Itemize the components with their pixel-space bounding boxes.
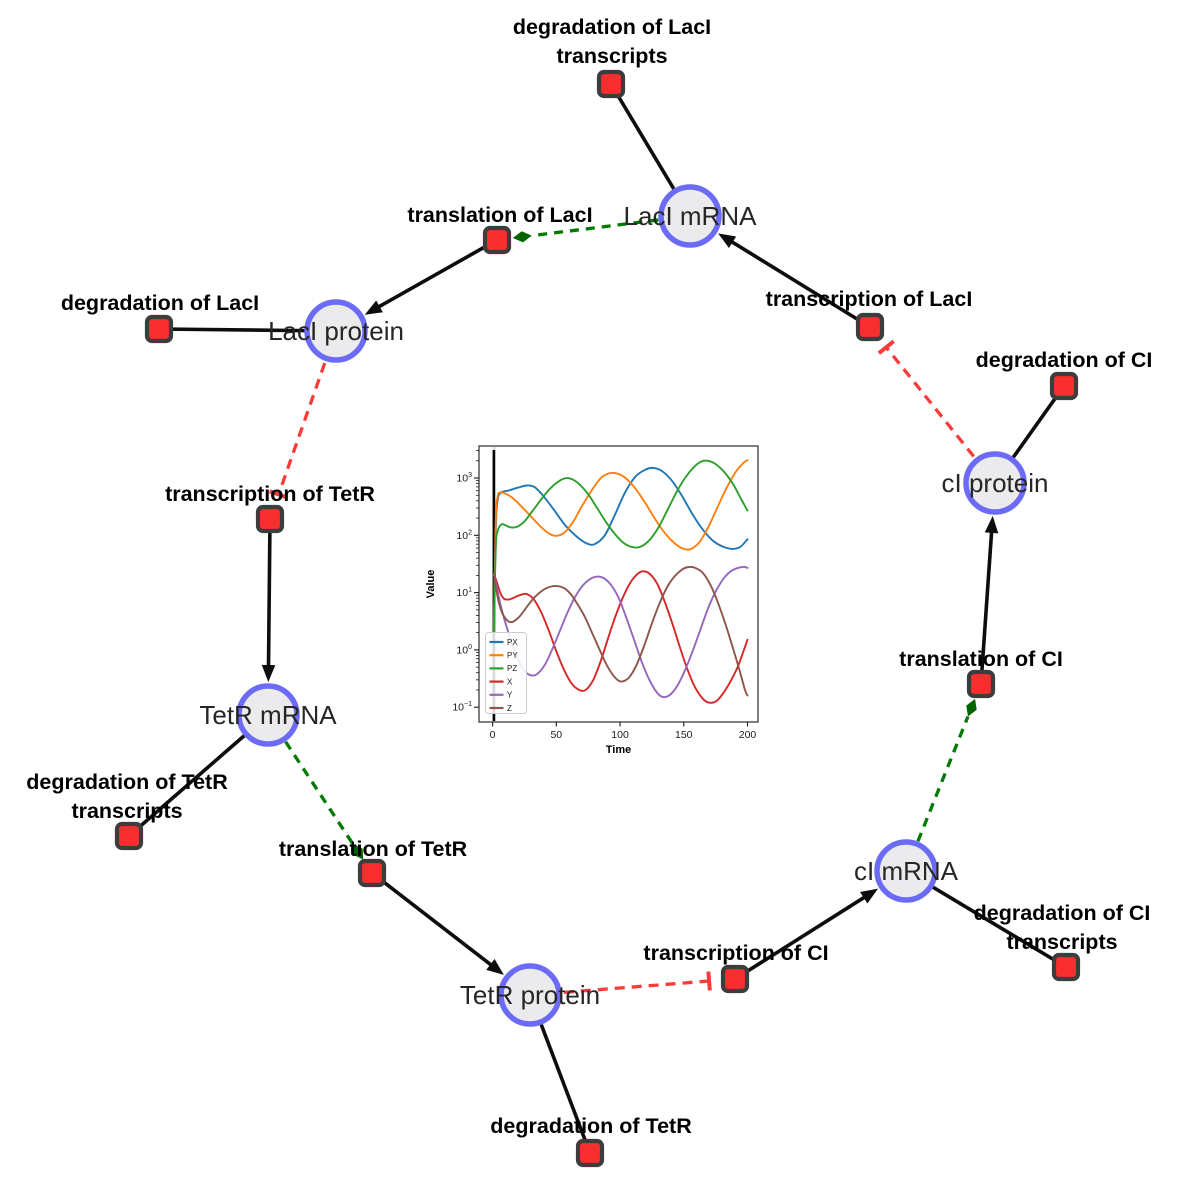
arrowhead-icon <box>486 959 504 975</box>
reaction-node-tl-ci[interactable] <box>966 669 996 699</box>
chart-series-PY <box>492 459 749 634</box>
arrowhead-icon <box>261 664 276 683</box>
reaction-node-deg-tetr-tx[interactable] <box>114 821 144 851</box>
reaction-label: degradation of TetR <box>26 770 228 794</box>
edge-tetr-mrna-tl-tetr <box>266 714 364 860</box>
species-label: TetR protein <box>460 980 600 1010</box>
edge-laci-mrna-tl-laci <box>512 214 691 243</box>
edge-tetr-protein-tx-ci <box>529 971 712 997</box>
y-tick-label: 101 <box>456 587 472 600</box>
reaction-label: transcription of LacI <box>766 287 973 311</box>
reaction-label: degradation of CI <box>974 901 1151 925</box>
reaction-label: translation of CI <box>899 647 1063 671</box>
legend-label-Z: Z <box>507 704 512 713</box>
edge-tx-laci-laci-mrna <box>718 233 871 329</box>
chart-series-PZ <box>492 459 749 634</box>
y-tick-label: 10−1 <box>452 701 472 714</box>
reaction-node-tx-laci[interactable] <box>855 312 885 342</box>
time-series-chart: 0 50 100 150 200Time10310210110010−1ValuePXP… <box>425 445 759 756</box>
species-node-ci-mrna[interactable] <box>874 839 938 903</box>
chart-plot-area <box>492 446 749 722</box>
y-tick-label: 103 <box>456 472 472 485</box>
species-label: LacI mRNA <box>624 201 758 231</box>
reaction-node-deg-laci-tx[interactable] <box>596 69 626 99</box>
edge-tl-tetr-tetr-protein <box>370 871 504 975</box>
reaction-node-deg-tetr[interactable] <box>575 1138 605 1168</box>
y-tick-label: 102 <box>456 529 472 542</box>
reaction-label: degradation of CI <box>976 348 1153 372</box>
edge-tx-ci-ci-mrna <box>734 888 879 981</box>
arrowhead-icon <box>364 300 383 315</box>
x-tick-label: 100 <box>611 729 629 741</box>
nodes-layer <box>114 69 1081 1168</box>
species-node-laci-mrna[interactable] <box>658 184 722 248</box>
chart-series-Z <box>492 565 749 697</box>
reaction-label: degradation of LacI <box>61 291 259 315</box>
species-node-laci-protein[interactable] <box>304 299 368 363</box>
reaction-label: translation of LacI <box>407 203 592 227</box>
reaction-node-deg-ci-tx[interactable] <box>1051 952 1081 982</box>
y-tick-label: 100 <box>456 644 472 657</box>
species-label: cI mRNA <box>854 856 959 886</box>
species-label: TetR mRNA <box>199 700 337 730</box>
chart-series-X <box>492 570 749 704</box>
legend-label-PX: PX <box>507 638 518 647</box>
legend-label-PY: PY <box>507 651 518 660</box>
chart-ylabel: Value <box>425 570 437 599</box>
species-node-ci-protein[interactable] <box>963 451 1027 515</box>
inhibition-tee-icon <box>877 339 895 355</box>
arrowhead-icon <box>718 233 737 249</box>
species-label: cI protein <box>942 468 1049 498</box>
species-label: LacI protein <box>268 316 404 346</box>
reaction-node-deg-ci[interactable] <box>1049 371 1079 401</box>
chart-series-PX <box>492 466 749 634</box>
reaction-node-tx-tetr[interactable] <box>255 504 285 534</box>
legend-label-Y: Y <box>507 691 513 700</box>
reaction-label: transcripts <box>1006 930 1117 954</box>
labels-layer: degradation of LacI transcripts translatio… <box>26 15 1152 1138</box>
reaction-label: transcripts <box>556 44 667 68</box>
legend-label-PZ: PZ <box>507 664 517 673</box>
x-tick-label: 0 <box>490 729 496 741</box>
chart-legend: PX PY PZ XYZ <box>485 632 527 714</box>
reaction-node-tl-tetr[interactable] <box>357 858 387 888</box>
chart-xlabel: Time <box>606 744 631 756</box>
x-tick-label: 200 <box>739 729 757 741</box>
edge-ci-mrna-tl-ci <box>904 698 977 872</box>
edge-laci-protein-tx-tetr <box>268 330 338 500</box>
chart-x-axis: 0 50 100 150 200 Time <box>490 722 757 756</box>
x-tick-label: 50 <box>550 729 562 741</box>
reaction-label: transcription of TetR <box>165 482 375 506</box>
reaction-node-tl-laci[interactable] <box>482 225 512 255</box>
inhibition-tee-icon <box>268 489 289 500</box>
diamond-arrowhead-icon <box>512 231 532 243</box>
arrowhead-icon <box>860 888 879 904</box>
diamond-arrowhead-icon <box>966 698 977 717</box>
reaction-label: transcription of CI <box>643 941 828 965</box>
arrowhead-icon <box>984 515 999 534</box>
chart-y-axis: 103 102 101 100 10−1 Value <box>425 450 479 714</box>
edge-tl-laci-laci-protein <box>364 238 498 315</box>
legend-label-X: X <box>507 677 513 686</box>
diamond-arrowhead-icon <box>352 843 364 860</box>
reaction-node-deg-laci[interactable] <box>144 314 174 344</box>
x-tick-label: 150 <box>675 729 693 741</box>
reaction-node-tx-ci[interactable] <box>720 964 750 994</box>
reaction-label: degradation of LacI <box>513 15 711 39</box>
reaction-label: translation of TetR <box>279 837 468 861</box>
species-node-tetr-mrna[interactable] <box>236 683 300 747</box>
edge-ci-protein-tx-laci <box>877 339 997 485</box>
edge-tx-tetr-tetr-mrna <box>261 518 276 683</box>
inhibition-tee-icon <box>706 971 712 991</box>
species-node-tetr-protein[interactable] <box>498 963 562 1027</box>
reaction-label: degradation of TetR <box>490 1114 692 1138</box>
reaction-label: transcripts <box>71 799 182 823</box>
edge-tl-ci-ci-protein <box>979 515 999 685</box>
